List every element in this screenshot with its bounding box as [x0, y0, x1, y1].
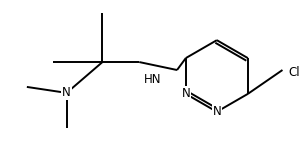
Text: HN: HN — [143, 73, 161, 86]
Text: N: N — [212, 105, 221, 118]
Text: N: N — [62, 86, 71, 99]
Text: N: N — [182, 87, 190, 100]
Text: Cl: Cl — [288, 66, 300, 80]
